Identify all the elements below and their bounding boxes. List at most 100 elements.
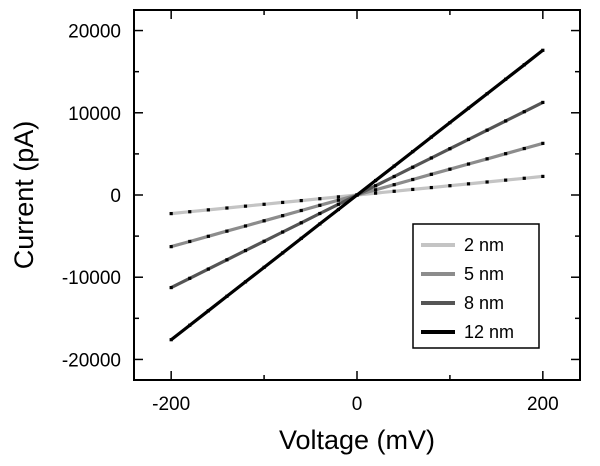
legend-label: 12 nm: [464, 322, 514, 342]
legend-label: 8 nm: [464, 293, 504, 313]
legend: 2 nm 5 nm 8 nm 12 nm: [412, 223, 540, 349]
data-point: [466, 162, 471, 166]
data-point: [188, 276, 192, 280]
data-point: [522, 176, 526, 180]
data-point: [243, 248, 248, 253]
data-point: [466, 106, 471, 110]
data-point: [485, 180, 489, 184]
series-layer: [169, 48, 545, 342]
x-tick-label: 0: [352, 394, 363, 415]
data-point: [373, 188, 378, 192]
y-tick-label: -20000: [62, 350, 121, 371]
data-point: [373, 184, 378, 188]
data-point: [373, 178, 378, 183]
data-point: [206, 309, 210, 313]
data-point: [411, 165, 415, 169]
y-tick-label: 10000: [68, 104, 121, 125]
data-point: [448, 121, 452, 125]
data-point: [429, 172, 433, 176]
axis-ticks: [134, 10, 580, 380]
data-point: [206, 267, 210, 271]
data-point: [243, 280, 248, 284]
data-point: [504, 119, 508, 123]
data-point: [485, 157, 489, 161]
data-point: [318, 211, 322, 216]
data-point: [541, 174, 545, 179]
data-point: [485, 92, 489, 96]
data-point: [169, 285, 173, 290]
data-point: [336, 198, 341, 202]
legend-label: 2 nm: [464, 235, 504, 255]
data-point: [504, 178, 508, 182]
x-tick-label: -200: [152, 394, 190, 415]
data-point: [281, 214, 285, 218]
data-point: [448, 147, 452, 151]
data-point: [429, 185, 433, 190]
data-point: [299, 236, 303, 241]
data-point: [411, 177, 415, 182]
data-point: [318, 222, 322, 226]
data-point: [225, 294, 229, 298]
data-point: [299, 221, 303, 225]
data-point: [262, 265, 266, 269]
series-12nm: [169, 48, 545, 342]
data-point: [262, 239, 266, 243]
y-axis-title: Current (pA): [9, 121, 39, 270]
data-point: [299, 198, 303, 203]
data-point: [299, 208, 303, 213]
data-point: [411, 187, 415, 192]
data-point: [429, 135, 433, 139]
data-point: [318, 203, 322, 207]
data-point: [541, 48, 545, 52]
data-point: [504, 152, 508, 156]
data-point: [318, 197, 322, 201]
data-point: [448, 167, 452, 171]
data-point: [355, 193, 359, 197]
data-point: [392, 164, 396, 168]
data-point: [392, 174, 396, 179]
data-point: [169, 338, 173, 342]
data-point: [522, 63, 526, 67]
data-point: [243, 224, 248, 228]
data-point: [466, 137, 471, 142]
data-point: [392, 189, 396, 193]
data-point: [541, 141, 545, 145]
data-point: [225, 206, 229, 210]
data-point: [392, 183, 396, 187]
legend-label: 5 nm: [464, 264, 504, 284]
data-point: [522, 110, 526, 114]
data-point: [225, 258, 229, 262]
data-point: [262, 202, 266, 206]
data-point: [225, 229, 229, 233]
data-point: [541, 100, 545, 105]
x-axis-title: Voltage (mV): [279, 425, 435, 455]
data-point: [169, 245, 173, 249]
data-point: [336, 207, 341, 212]
data-point: [188, 239, 192, 244]
data-point: [169, 211, 173, 216]
x-tick-label: 200: [527, 394, 559, 415]
data-point: [281, 200, 285, 205]
data-point: [522, 146, 526, 151]
data-point: [281, 230, 285, 234]
y-tick-label: -10000: [62, 268, 121, 289]
data-point: [448, 184, 452, 188]
data-point: [281, 251, 285, 255]
data-point: [485, 128, 489, 132]
data-point: [206, 208, 210, 212]
data-point: [336, 195, 341, 199]
data-point: [206, 234, 210, 238]
data-point: [373, 191, 378, 195]
data-point: [336, 202, 341, 206]
data-point: [429, 156, 433, 160]
data-point: [262, 219, 266, 223]
data-point: [411, 149, 415, 154]
y-tick-label: 20000: [68, 22, 121, 43]
y-tick-label: 0: [110, 186, 121, 207]
data-point: [504, 77, 508, 81]
data-point: [243, 204, 248, 208]
data-point: [466, 182, 471, 186]
data-point: [188, 210, 192, 214]
tick-labels: -200 0 200 -20000 -10000 0 10000 20000: [62, 22, 559, 415]
